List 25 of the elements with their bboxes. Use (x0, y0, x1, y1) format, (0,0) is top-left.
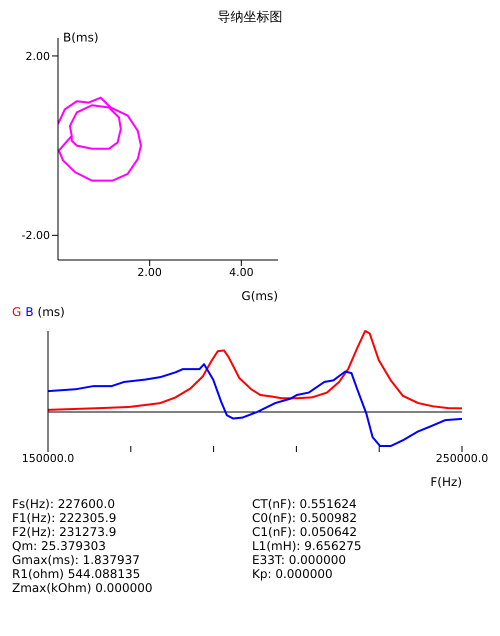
line-series (58, 96, 142, 182)
text: F2(Hz): 231273.9 (12, 525, 118, 539)
text: Zmax(kOhm) 0.000000 (12, 581, 154, 595)
text: E33T: 0.000000 (252, 553, 347, 567)
text: G (12, 305, 22, 319)
x-axis-title: G(ms) (241, 289, 278, 303)
text: Fs(Hz): 227600.0 (12, 497, 116, 511)
text: B (25, 305, 34, 319)
x-axis-title: F(Hz) (430, 475, 462, 489)
y-axis-title: B(ms) (63, 30, 99, 45)
text: Kp: 0.000000 (252, 567, 334, 581)
text: Gmax(ms): 1.837937 (12, 553, 141, 567)
text: C1(nF): 0.050642 (252, 525, 358, 539)
y-tick-label: -2.00 (22, 229, 50, 242)
x-tick-label: 4.00 (229, 266, 254, 279)
text: L1(mH): 9.656275 (252, 539, 363, 553)
text: R1(ohm) 544.088135 (12, 567, 142, 581)
x-tick-label: 150000.0 (22, 452, 74, 465)
text: Qm: 25.379303 (12, 539, 107, 553)
x-tick-label: 250000.0 (436, 452, 488, 465)
text: C0(nF): 0.500982 (252, 511, 358, 525)
y-axis-title: (ms) (38, 305, 65, 319)
text: F1(Hz): 222305.9 (12, 511, 118, 525)
chart-title: 导纳坐标图 (216, 9, 284, 27)
text: CT(nF): 0.551624 (252, 497, 358, 511)
